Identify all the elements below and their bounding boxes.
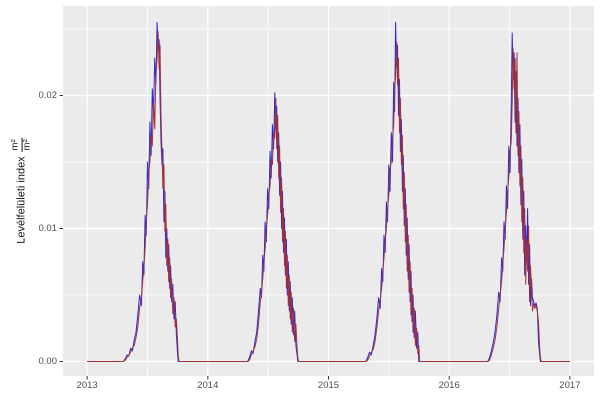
x-tick-label: 2017 xyxy=(559,380,581,391)
x-tick-label: 2014 xyxy=(197,380,219,391)
y-tick-label: 0.02 xyxy=(38,90,58,101)
dark-red-line xyxy=(87,31,570,362)
y-axis-title-text: Levélfelületi index xyxy=(16,156,28,244)
y-tick-label: 0.00 xyxy=(38,356,58,367)
x-tick-label: 2016 xyxy=(438,380,460,391)
y-axis-title-fraction: m² m² xyxy=(10,138,34,152)
x-tick-label: 2015 xyxy=(317,380,340,391)
fraction-denominator: m² xyxy=(21,139,33,151)
y-tick-label: 0.01 xyxy=(38,223,58,234)
blue-line xyxy=(87,21,570,362)
x-tick-label: 2013 xyxy=(76,380,98,391)
